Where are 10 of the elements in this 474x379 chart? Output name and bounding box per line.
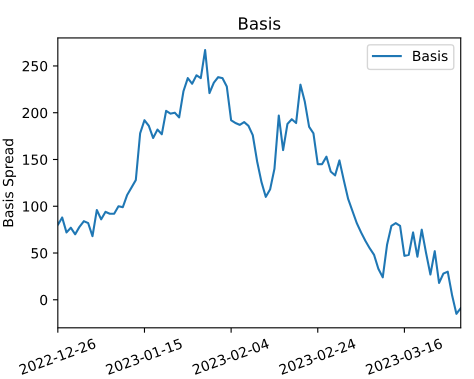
y-tick-label: 0 bbox=[40, 294, 48, 306]
y-tick-label: 150 bbox=[23, 154, 48, 165]
line-series bbox=[58, 49, 461, 315]
y-tick-label: 250 bbox=[22, 60, 48, 72]
legend-label: Basis bbox=[413, 50, 448, 62]
y-tick-label: 100 bbox=[23, 201, 48, 212]
chart-title: Basis bbox=[239, 16, 280, 30]
y-tick-label: 200 bbox=[22, 108, 48, 118]
y-tick-label: 50 bbox=[32, 248, 48, 258]
y-axis-title: Basis Spread bbox=[2, 139, 16, 226]
